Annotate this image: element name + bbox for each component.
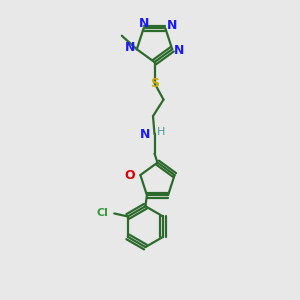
Text: N: N <box>140 128 150 141</box>
Text: O: O <box>124 169 135 182</box>
Text: N: N <box>125 41 135 54</box>
Text: H: H <box>157 127 165 137</box>
Text: N: N <box>167 19 177 32</box>
Text: N: N <box>138 16 149 30</box>
Text: S: S <box>150 76 159 90</box>
Text: Cl: Cl <box>97 208 109 218</box>
Text: N: N <box>174 44 184 57</box>
